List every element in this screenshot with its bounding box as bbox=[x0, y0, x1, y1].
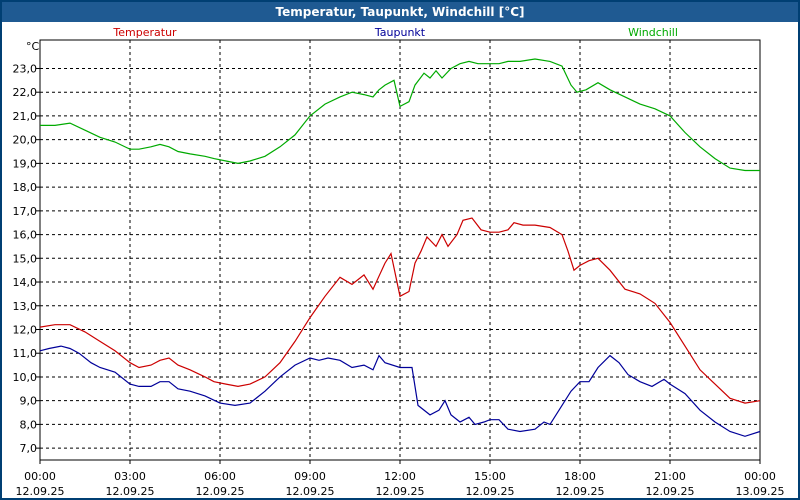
x-tick-label-time: 21:00 bbox=[654, 470, 686, 483]
y-tick-label: 7,0 bbox=[20, 442, 38, 455]
x-tick-label-date: 13.09.25 bbox=[736, 485, 785, 498]
y-tick-label: 13,0 bbox=[13, 300, 38, 313]
series-line-windchill bbox=[40, 58, 760, 172]
y-tick-label: 11,0 bbox=[13, 347, 38, 360]
y-tick-label: 9,0 bbox=[20, 395, 38, 408]
x-tick-label-time: 06:00 bbox=[204, 470, 236, 483]
x-tick-label-time: 03:00 bbox=[114, 470, 146, 483]
y-tick-label: 12,0 bbox=[13, 323, 38, 336]
x-tick-label-time: 00:00 bbox=[744, 470, 776, 483]
x-tick-label-date: 12.09.25 bbox=[556, 485, 605, 498]
x-tick-label-date: 12.09.25 bbox=[196, 485, 245, 498]
y-tick-label: 19,0 bbox=[13, 157, 38, 170]
y-tick-label: 14,0 bbox=[13, 276, 38, 289]
y-tick-label: 20,0 bbox=[13, 134, 38, 147]
series-lines bbox=[39, 58, 761, 437]
legend-label-temperatur: Temperatur bbox=[112, 26, 177, 39]
legend-label-taupunkt: Taupunkt bbox=[374, 26, 426, 39]
y-tick-label: 16,0 bbox=[13, 229, 38, 242]
y-tick-label: 23,0 bbox=[13, 62, 38, 75]
grid-lines bbox=[40, 40, 760, 460]
x-tick-label-date: 12.09.25 bbox=[16, 485, 65, 498]
x-tick-label-date: 12.09.25 bbox=[376, 485, 425, 498]
y-tick-label: 10,0 bbox=[13, 371, 38, 384]
y-tick-label: 15,0 bbox=[13, 252, 38, 265]
x-tick-label-date: 12.09.25 bbox=[646, 485, 695, 498]
x-tick-label-time: 12:00 bbox=[384, 470, 416, 483]
y-axis: 7,0 8,0 9,0 10,0 11,0 12,0 13,0 14,0 15,0 16,0 17,… bbox=[13, 62, 40, 455]
x-tick-label-date: 12.09.25 bbox=[106, 485, 155, 498]
x-tick-label-time: 15:00 bbox=[474, 470, 506, 483]
y-tick-label: 18,0 bbox=[13, 181, 38, 194]
chart-title: Temperatur, Taupunkt, Windchill [°C] bbox=[2, 2, 798, 22]
legend-label-windchill: Windchill bbox=[628, 26, 678, 39]
series-line-temperatur bbox=[39, 217, 761, 404]
x-tick-label-date: 12.09.25 bbox=[466, 485, 515, 498]
legend: Temperatur Taupunkt Windchill bbox=[112, 26, 678, 39]
x-tick-label-date: 12.09.25 bbox=[286, 485, 335, 498]
x-tick-label-time: 09:00 bbox=[294, 470, 326, 483]
x-tick-label-time: 18:00 bbox=[564, 470, 596, 483]
series-line-taupunkt bbox=[39, 345, 761, 437]
x-tick-label-time: 00:00 bbox=[24, 470, 56, 483]
y-tick-label: 8,0 bbox=[20, 418, 38, 431]
y-unit-label: °C bbox=[26, 40, 40, 53]
y-tick-label: 21,0 bbox=[13, 110, 38, 123]
y-tick-label: 17,0 bbox=[13, 205, 38, 218]
x-axis: 00:00 12.09.25 03:00 12.09.25 06:00 12.09.25 0… bbox=[16, 460, 785, 498]
y-tick-label: 22,0 bbox=[13, 86, 38, 99]
